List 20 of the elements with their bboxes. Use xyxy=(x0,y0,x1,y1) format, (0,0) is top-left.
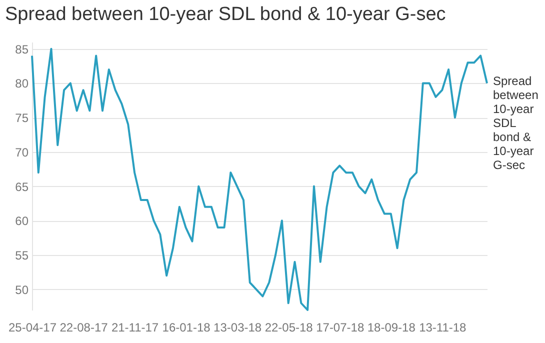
y-tick-label: 70 xyxy=(15,145,29,160)
x-tick-label: 25-04-17 xyxy=(8,320,57,334)
series-label: Spread between 10-year SDL bond & 10-year G-sec xyxy=(493,74,538,172)
y-tick-label: 60 xyxy=(15,214,29,228)
x-tick-label: 16-01-18 xyxy=(162,320,211,334)
y-tick-label: 85 xyxy=(15,42,29,56)
x-tick-label: 17-07-18 xyxy=(316,320,364,334)
y-tick-label: 55 xyxy=(15,248,29,263)
chart-title: Spread between 10-year SDL bond & 10-year G-sec xyxy=(5,4,446,25)
y-tick-label: 75 xyxy=(15,111,29,126)
y-tick-label: 80 xyxy=(15,76,29,91)
x-tick-label: 18-09-18 xyxy=(367,320,416,334)
line-series xyxy=(31,48,488,311)
x-tick-label: 13-11-18 xyxy=(419,320,467,334)
y-tick-label: 65 xyxy=(15,180,29,194)
x-tick-label: 13-03-18 xyxy=(214,320,262,334)
x-tick-label: 21-11-17 xyxy=(111,320,159,334)
y-tick-label: 50 xyxy=(15,282,29,297)
x-tick-label: 22-05-18 xyxy=(264,320,314,334)
x-tick-label: 22-08-17 xyxy=(60,320,108,334)
